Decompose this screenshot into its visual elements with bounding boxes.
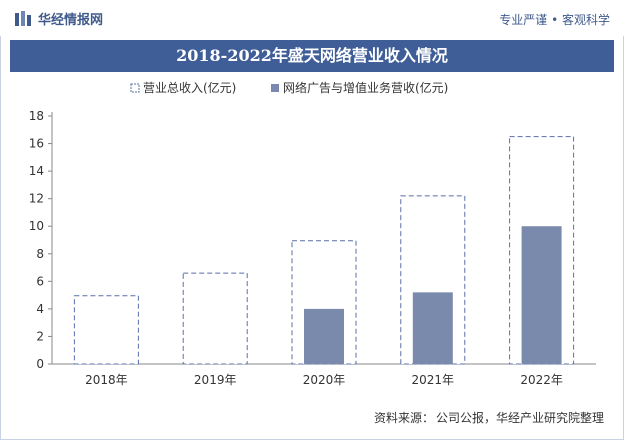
bar-ad-value-added-revenue (304, 308, 344, 364)
y-tick-label: 4 (36, 302, 44, 316)
x-tick-label: 2019年 (194, 373, 237, 387)
bar-total-revenue (182, 272, 248, 365)
y-tick-label: 18 (29, 109, 44, 123)
top-bar: 华经情报网 专业严谨 • 客观科学 (0, 0, 624, 36)
legend-swatch-total-revenue (130, 83, 140, 93)
brand-logo-icon (15, 10, 31, 26)
y-tick-label: 10 (29, 219, 44, 233)
x-tick-label: 2021年 (412, 373, 455, 387)
legend-label-ad-value-added-revenue: 网络广告与增值业务营收(亿元) (283, 80, 448, 95)
legend-label-total-revenue: 营业总收入(亿元) (143, 80, 236, 95)
brand-name: 华经情报网 (38, 13, 104, 28)
y-tick-label: 14 (29, 164, 44, 178)
chart-title: 2018-2022年盛天网络营业收入情况 (176, 46, 448, 65)
y-tick-label: 8 (36, 247, 44, 261)
source-note: 资料来源： 公司公报，华经产业研究院整理 (374, 409, 604, 426)
tagline: 专业严谨 • 客观科学 (499, 13, 610, 27)
source-text: 公司公报，华经产业研究院整理 (435, 411, 604, 425)
brand: 华经情报网 (14, 9, 103, 28)
y-tick-label: 2 (36, 329, 44, 343)
y-tick-label: 6 (36, 274, 44, 288)
x-tick-label: 2020年 (303, 373, 346, 387)
x-tick-label: 2022年 (520, 373, 563, 387)
y-tick-label: 0 (36, 357, 44, 371)
title-band: 2018-2022年盛天网络营业收入情况 (10, 40, 614, 72)
bar-ad-value-added-revenue (521, 226, 562, 364)
y-tick-label: 16 (29, 137, 44, 151)
source-label: 资料来源： (373, 411, 434, 425)
legend-swatch-ad-value-added-revenue (271, 84, 279, 92)
bar-ad-value-added-revenue (412, 292, 453, 364)
x-tick-label: 2018年 (85, 373, 128, 387)
y-tick-label: 12 (29, 192, 44, 206)
bar-total-revenue (73, 295, 139, 365)
